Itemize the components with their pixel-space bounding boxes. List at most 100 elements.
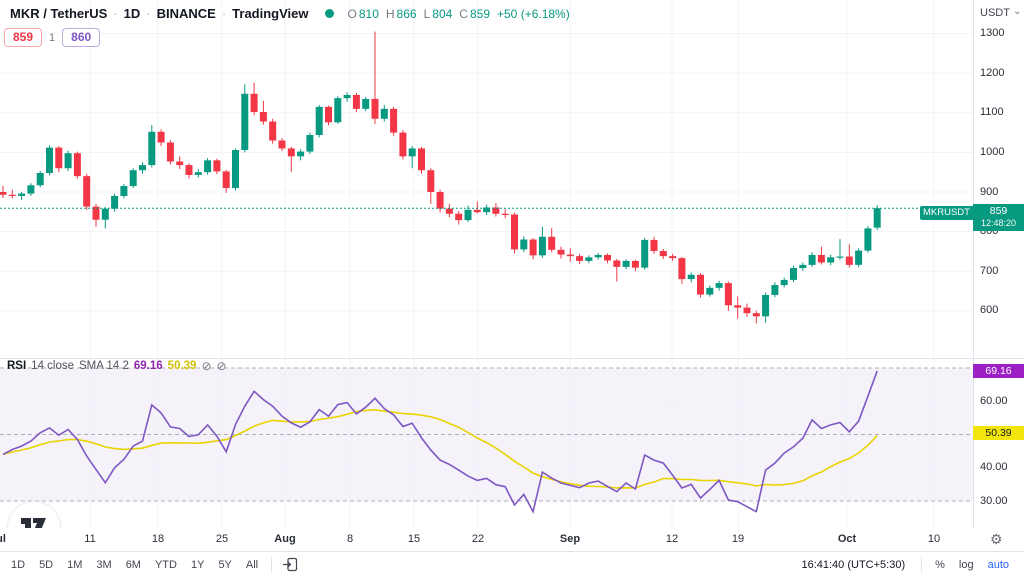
candle[interactable] [27, 183, 35, 196]
candle[interactable] [873, 205, 881, 231]
candle[interactable] [455, 211, 463, 225]
candle[interactable] [752, 310, 760, 324]
candle[interactable] [83, 173, 91, 210]
range-button-all[interactable]: All [245, 558, 259, 571]
candle[interactable] [343, 92, 351, 102]
candle[interactable] [418, 146, 425, 174]
candle[interactable] [855, 248, 863, 268]
candle[interactable] [399, 130, 407, 160]
candle[interactable] [18, 192, 26, 200]
candle[interactable] [743, 303, 751, 318]
log-scale-button[interactable]: log [958, 558, 974, 571]
candle[interactable] [613, 258, 621, 282]
candle[interactable] [64, 150, 72, 172]
candle[interactable] [0, 186, 7, 198]
candle[interactable] [566, 248, 574, 262]
candle[interactable] [641, 237, 649, 270]
candle[interactable] [557, 246, 565, 259]
candle[interactable] [780, 277, 788, 288]
candle[interactable] [548, 228, 556, 253]
hide-icon[interactable]: ⊘ [216, 359, 227, 373]
price-chart-canvas[interactable] [0, 0, 1024, 551]
candle[interactable] [715, 280, 723, 291]
candle[interactable] [269, 118, 277, 144]
candle[interactable] [845, 244, 853, 268]
candle[interactable] [436, 189, 444, 213]
candle[interactable] [659, 249, 667, 259]
time-axis[interactable]: ⚙ Jul 11 18 25 Aug 8 15 22 Sep 12 19 Oct 10 [0, 528, 1024, 551]
candle[interactable] [501, 209, 509, 219]
candle[interactable] [232, 148, 239, 191]
hide-icon[interactable]: ⊘ [201, 359, 212, 373]
candle[interactable] [408, 146, 416, 169]
percent-scale-button[interactable]: % [935, 558, 945, 571]
candle[interactable] [585, 255, 593, 264]
gear-icon[interactable]: ⚙ [990, 531, 1003, 547]
candle[interactable] [73, 151, 81, 179]
candle[interactable] [92, 203, 100, 227]
candle[interactable] [678, 256, 686, 284]
candle[interactable] [622, 259, 630, 270]
candle[interactable] [734, 296, 742, 319]
range-button-ytd[interactable]: YTD [154, 558, 177, 571]
candle[interactable] [445, 203, 453, 218]
candle[interactable] [325, 105, 332, 126]
candle[interactable] [287, 146, 295, 172]
candle[interactable] [836, 239, 844, 260]
candle[interactable] [148, 125, 156, 168]
bid-price-button[interactable]: 859 [4, 28, 43, 47]
candle[interactable] [492, 203, 500, 217]
range-button-5d[interactable]: 5D [39, 558, 54, 571]
candle[interactable] [259, 100, 267, 125]
exchange-label[interactable]: BINANCE [156, 6, 216, 21]
candle[interactable] [55, 146, 63, 173]
candle[interactable] [241, 84, 249, 153]
interval-label[interactable]: 1D [123, 6, 141, 21]
candle[interactable] [594, 252, 602, 260]
candle[interactable] [390, 106, 398, 136]
candle[interactable] [120, 184, 128, 199]
candle[interactable] [427, 168, 435, 204]
candle[interactable] [278, 138, 286, 151]
candle[interactable] [529, 237, 537, 260]
candle[interactable] [176, 156, 184, 170]
candle[interactable] [297, 149, 305, 161]
candle[interactable] [306, 132, 314, 154]
candle[interactable] [250, 82, 258, 116]
candle[interactable] [185, 163, 193, 179]
candle[interactable] [46, 145, 53, 176]
candle[interactable] [362, 96, 370, 112]
ask-price-button[interactable]: 860 [62, 28, 101, 47]
candle[interactable] [817, 246, 825, 265]
range-button-1m[interactable]: 1M [67, 558, 83, 571]
candle[interactable] [157, 129, 165, 147]
candle[interactable] [771, 282, 779, 298]
rsi-indicator-legend[interactable]: RSI 14 close SMA 14 2 69.16 50.39 ⊘ ⊘ [7, 359, 227, 373]
candle[interactable] [166, 140, 174, 165]
candle[interactable] [352, 93, 360, 113]
range-button-1y[interactable]: 1Y [190, 558, 205, 571]
goto-date-button[interactable] [278, 556, 303, 573]
candle[interactable] [213, 158, 221, 175]
candle[interactable] [724, 281, 732, 311]
candle[interactable] [511, 212, 518, 254]
candle[interactable] [576, 253, 584, 265]
candle[interactable] [706, 285, 714, 297]
candle[interactable] [139, 162, 146, 174]
candle[interactable] [194, 169, 202, 178]
candle[interactable] [864, 226, 872, 253]
candle[interactable] [790, 265, 797, 283]
symbol-title[interactable]: MKR / TetherUS [10, 6, 108, 21]
candle[interactable] [669, 253, 677, 261]
candle[interactable] [334, 96, 342, 124]
candle[interactable] [204, 157, 212, 175]
candle[interactable] [538, 226, 546, 258]
platform-label[interactable]: TradingView [232, 6, 309, 21]
range-button-6m[interactable]: 6M [125, 558, 141, 571]
candle[interactable] [371, 31, 379, 124]
range-button-5y[interactable]: 5Y [218, 558, 232, 571]
candle[interactable] [520, 236, 528, 253]
candle[interactable] [827, 254, 835, 266]
range-button-1d[interactable]: 1D [11, 558, 26, 571]
candle[interactable] [315, 104, 323, 138]
